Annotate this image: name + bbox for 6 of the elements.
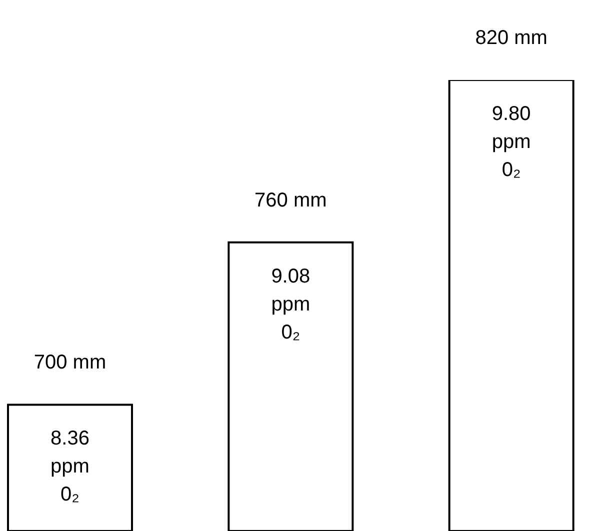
x-tick-label: 700 mm	[34, 352, 106, 374]
x-tick-label: 820 mm	[475, 27, 548, 49]
data-label: 9.80 ppm 0₂	[492, 103, 531, 181]
data-label: 9.08 ppm 0₂	[271, 265, 310, 344]
x-tick-label: 760 mm	[254, 189, 327, 212]
data-label: 8.36 ppm 0₂	[50, 428, 90, 506]
